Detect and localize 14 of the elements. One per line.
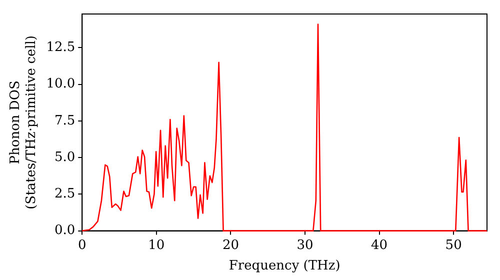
y-tick-label: 5.0 [54, 150, 76, 165]
x-tick-label: 50 [445, 238, 462, 253]
y-tick-label: 0.0 [54, 223, 76, 238]
x-tick-label: 10 [148, 238, 165, 253]
x-tick-label: 20 [222, 238, 239, 253]
y-tick-label: 7.5 [54, 113, 76, 128]
x-tick-label: 40 [371, 238, 388, 253]
y-tick-label: 10.0 [46, 76, 76, 92]
x-tick-label: 30 [296, 238, 314, 253]
y-tick-label: 12.5 [46, 40, 76, 56]
x-axis-title: Frequency (THz) [228, 258, 340, 274]
y-axis-title: Phonon DOS (States/THz·primitive cell) [8, 35, 39, 210]
x-tick-label: 0 [78, 238, 86, 253]
y-tick-label: 2.5 [54, 186, 76, 202]
